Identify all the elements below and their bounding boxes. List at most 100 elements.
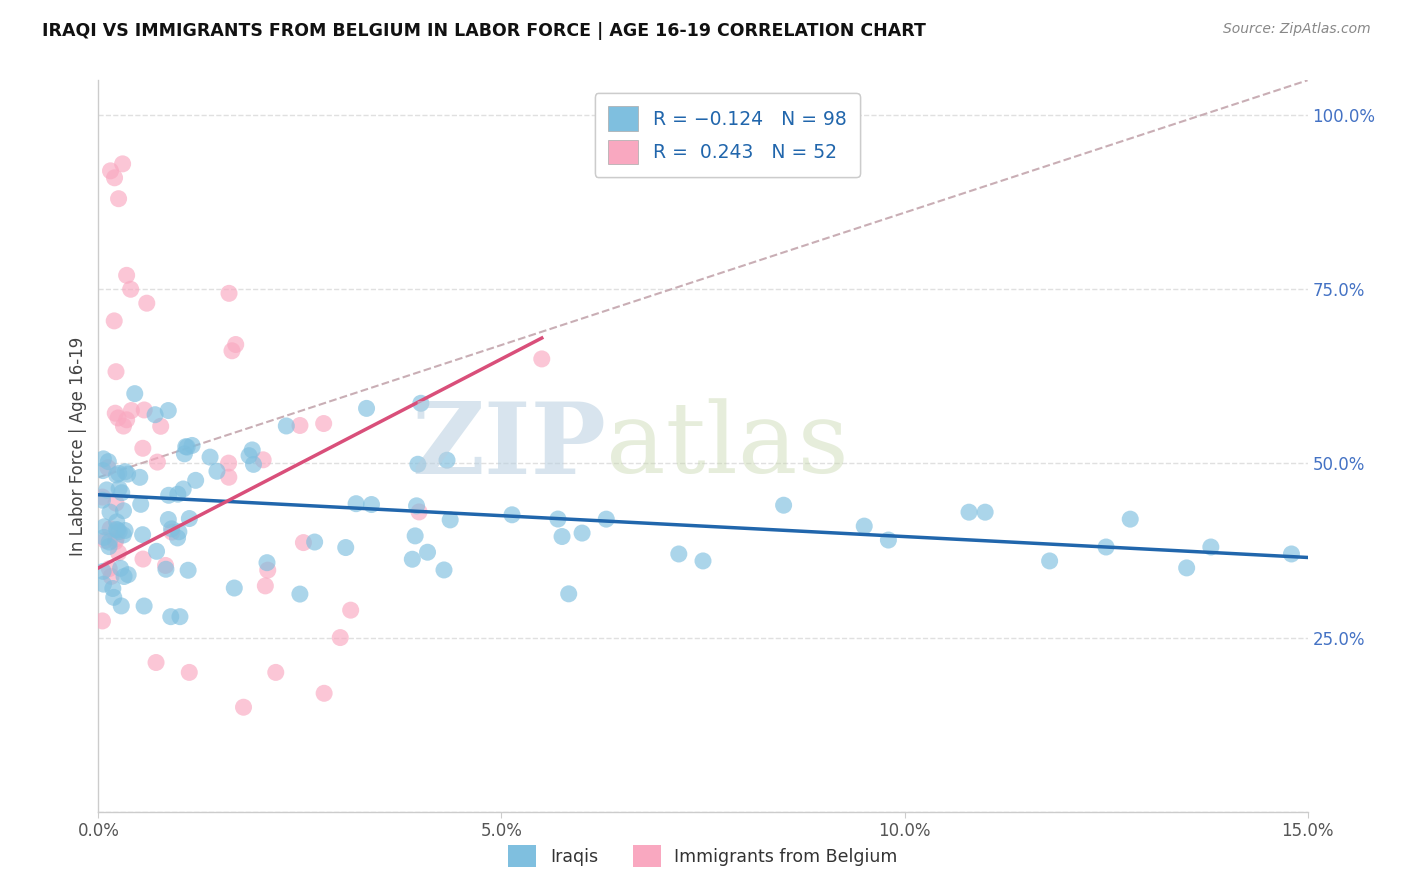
Point [501, 508, 523, 522]
Point [132, 442, 155, 456]
Point [107, 546, 129, 560]
Point [288, 587, 311, 601]
Point [304, 535, 326, 549]
Point [114, 465, 136, 479]
Point [107, 467, 129, 481]
Point [155, 562, 177, 576]
Point [416, 545, 439, 559]
Point [94, 533, 117, 548]
Point [112, 419, 135, 434]
Point [112, 528, 135, 542]
Point [264, 665, 287, 680]
Point [160, 522, 183, 536]
Point [98, 540, 121, 554]
Point [157, 488, 180, 502]
Point [132, 552, 155, 566]
Point [557, 587, 579, 601]
Point [177, 563, 200, 577]
Text: atlas: atlas [606, 398, 849, 494]
Point [242, 458, 264, 472]
Point [668, 547, 690, 561]
Point [571, 526, 593, 541]
Point [115, 268, 138, 283]
Point [93, 577, 115, 591]
Point [160, 524, 183, 539]
Point [100, 164, 122, 178]
Text: ZIP: ZIP [412, 398, 606, 494]
Point [957, 505, 980, 519]
Point [853, 519, 876, 533]
Point [181, 438, 204, 452]
Point [225, 337, 247, 351]
Point [408, 505, 430, 519]
Point [198, 450, 221, 464]
Point [166, 487, 188, 501]
Point [105, 467, 128, 482]
Point [595, 512, 617, 526]
Point [105, 523, 128, 537]
Point [93, 530, 115, 544]
Point [101, 582, 124, 596]
Point [104, 496, 127, 510]
Y-axis label: In Labor Force | Age 16-19: In Labor Force | Age 16-19 [69, 336, 87, 556]
Point [174, 440, 197, 454]
Point [96, 483, 118, 497]
Point [256, 563, 278, 577]
Point [218, 470, 240, 484]
Point [404, 529, 426, 543]
Point [108, 482, 131, 496]
Point [772, 498, 794, 512]
Point [91, 614, 114, 628]
Point [256, 556, 278, 570]
Point [218, 286, 240, 301]
Point [339, 603, 361, 617]
Point [111, 485, 134, 500]
Point [110, 561, 132, 575]
Point [530, 351, 553, 366]
Point [115, 413, 138, 427]
Point [288, 418, 311, 433]
Point [107, 192, 129, 206]
Point [547, 512, 569, 526]
Point [134, 403, 156, 417]
Text: IRAQI VS IMMIGRANTS FROM BELGIUM IN LABOR FORCE | AGE 16-19 CORRELATION CHART: IRAQI VS IMMIGRANTS FROM BELGIUM IN LABO… [42, 22, 927, 40]
Point [129, 497, 152, 511]
Point [240, 442, 263, 457]
Point [103, 314, 125, 328]
Legend: R = −0.124   N = 98, R =  0.243   N = 52: R = −0.124 N = 98, R = 0.243 N = 52 [595, 94, 859, 178]
Point [93, 520, 115, 534]
Point [98, 522, 121, 536]
Point [103, 170, 125, 185]
Point [179, 511, 201, 525]
Point [100, 569, 122, 583]
Point [360, 498, 382, 512]
Text: Source: ZipAtlas.com: Source: ZipAtlas.com [1223, 22, 1371, 37]
Point [93, 451, 115, 466]
Point [314, 686, 336, 700]
Point [117, 467, 139, 482]
Point [132, 599, 155, 613]
Point [335, 541, 357, 555]
Point [224, 581, 246, 595]
Point [149, 419, 172, 434]
Point [112, 504, 135, 518]
Point [143, 408, 166, 422]
Point [1095, 540, 1118, 554]
Point [1175, 561, 1198, 575]
Point [110, 599, 132, 613]
Point [117, 567, 139, 582]
Point [98, 535, 121, 549]
Point [98, 562, 121, 576]
Point [405, 499, 427, 513]
Point [107, 411, 129, 425]
Point [292, 535, 315, 549]
Point [401, 552, 423, 566]
Point [238, 449, 260, 463]
Point [252, 452, 274, 467]
Point [1199, 540, 1222, 554]
Point [166, 531, 188, 545]
Point [974, 505, 997, 519]
Point [344, 497, 367, 511]
Point [232, 700, 254, 714]
Point [356, 401, 378, 416]
